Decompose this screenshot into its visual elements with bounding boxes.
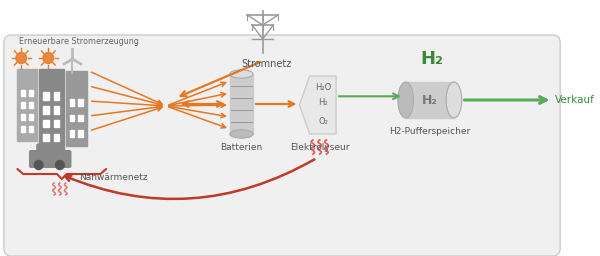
Bar [43,92,49,100]
Bar [29,90,33,96]
Bar [406,82,454,118]
Bar [29,114,33,120]
Bar [17,69,37,141]
Ellipse shape [230,70,253,78]
FancyBboxPatch shape [4,35,560,256]
Bar [53,120,59,127]
Bar [21,90,25,96]
Bar [70,130,74,137]
Text: Batterien: Batterien [220,143,263,152]
FancyBboxPatch shape [36,144,63,158]
Text: Elektrolyseur: Elektrolyseur [290,143,349,152]
FancyBboxPatch shape [29,150,71,168]
Text: H2-Pufferspeicher: H2-Pufferspeicher [389,127,470,136]
Bar [29,126,33,132]
Circle shape [43,52,53,63]
Circle shape [34,161,43,169]
Bar [21,126,25,132]
Bar [43,120,49,127]
Bar [78,114,83,121]
Bar [43,106,49,114]
Text: Erneuerbare Stromerzeugung: Erneuerbare Stromerzeugung [19,37,139,46]
Circle shape [56,161,64,169]
Bar [65,71,87,146]
Circle shape [16,52,26,63]
Bar [29,102,33,108]
Text: H₂O: H₂O [315,83,331,92]
Text: H₂: H₂ [319,98,328,106]
Polygon shape [299,76,336,134]
Bar [21,114,25,120]
Bar [70,114,74,121]
Text: O₂: O₂ [319,117,328,126]
Text: Nahwärmenetz: Nahwärmenetz [79,174,148,183]
Ellipse shape [446,82,462,118]
Bar [78,99,83,105]
Ellipse shape [398,82,413,118]
Ellipse shape [230,130,253,138]
Bar [43,134,49,141]
Bar [70,99,74,105]
Text: H₂: H₂ [422,93,437,106]
Text: Stromnetz: Stromnetz [241,59,292,69]
Bar [53,106,59,114]
Bar [78,130,83,137]
Text: Verkauf: Verkauf [556,95,595,105]
Bar [38,69,64,151]
Bar [230,74,253,134]
Bar [53,92,59,100]
Text: H₂: H₂ [420,50,443,68]
Bar [21,102,25,108]
Bar [53,134,59,141]
